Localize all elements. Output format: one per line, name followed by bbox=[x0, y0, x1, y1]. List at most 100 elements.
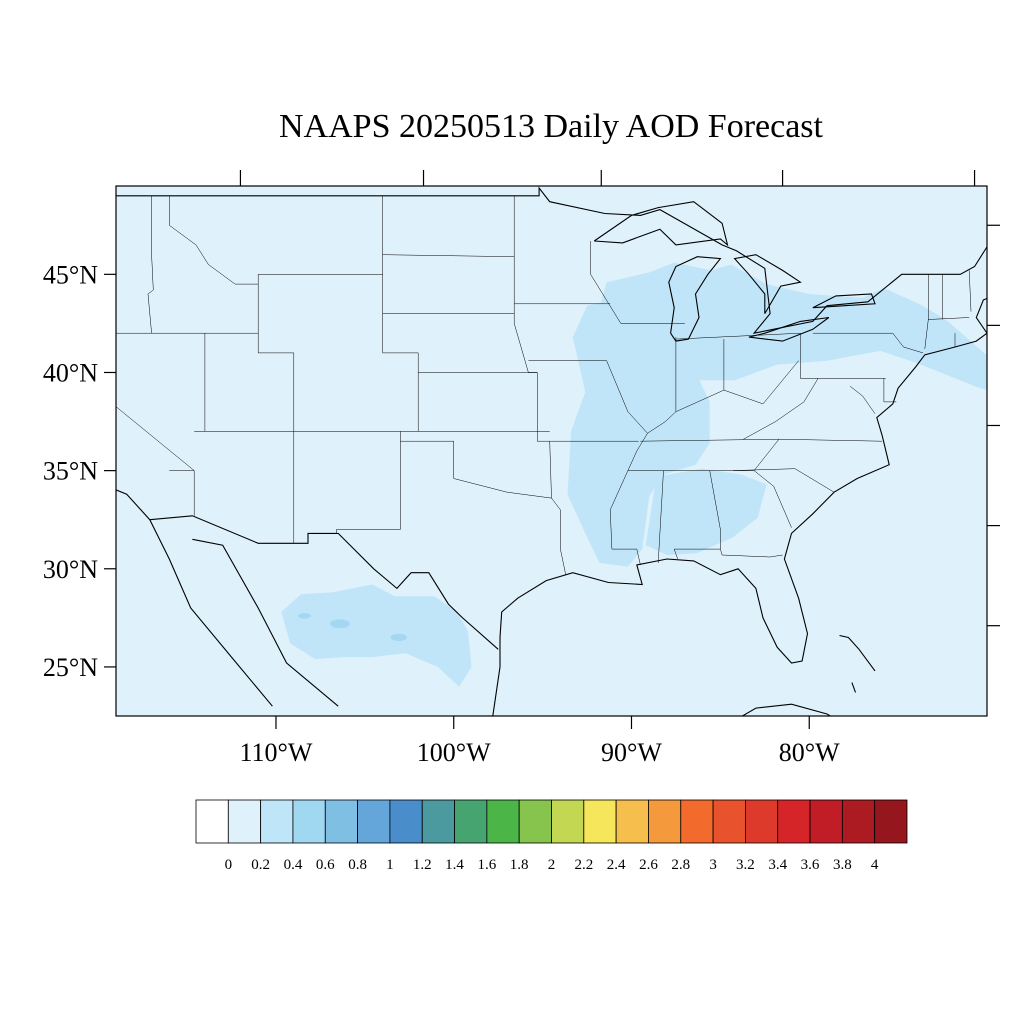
aod-patch-0 bbox=[330, 619, 350, 629]
coastline-segment bbox=[149, 515, 499, 650]
lon-tick-label: 80°W bbox=[779, 738, 840, 767]
map-background bbox=[116, 186, 987, 716]
colorbar-label: 2.4 bbox=[607, 857, 626, 873]
coastline-segment bbox=[116, 489, 273, 707]
state-border bbox=[849, 386, 876, 414]
colorbar-label: 0.6 bbox=[316, 857, 335, 873]
coastline-segment bbox=[839, 634, 876, 672]
colorbar-cell bbox=[324, 799, 358, 844]
coastline-segment bbox=[492, 297, 987, 716]
colorbar-cell bbox=[454, 799, 488, 844]
colorbar-cell bbox=[421, 799, 455, 844]
colorbar-cell bbox=[389, 799, 423, 844]
state-border bbox=[147, 195, 154, 334]
colorbar-label: 4 bbox=[871, 857, 879, 873]
state-border bbox=[968, 270, 972, 312]
lon-tick-label: 90°W bbox=[601, 738, 662, 767]
lat-tick-label: 30°N bbox=[43, 555, 98, 584]
state-border bbox=[257, 274, 295, 544]
state-border bbox=[753, 470, 792, 528]
colorbar-cell bbox=[874, 799, 908, 844]
colorbar-label: 3 bbox=[709, 857, 717, 873]
colorbar-cell bbox=[648, 799, 682, 844]
aod-region-southeast bbox=[645, 468, 767, 555]
state-border bbox=[732, 468, 835, 493]
state-border bbox=[453, 441, 552, 499]
state-border bbox=[928, 317, 970, 320]
state-border bbox=[116, 406, 195, 471]
coastline-segment bbox=[851, 682, 857, 693]
colorbar-label: 2.8 bbox=[671, 857, 690, 873]
coastline-segment bbox=[116, 186, 987, 335]
state-border bbox=[627, 438, 883, 471]
state-border bbox=[800, 333, 886, 379]
state-border bbox=[169, 470, 195, 516]
state-border bbox=[382, 254, 515, 257]
coastline-segment bbox=[668, 256, 722, 342]
colorbar-label: 3.6 bbox=[801, 857, 820, 873]
colorbar: 0 0.2 0.4 0.6 0.8 1 1.2 1.4 1.6 1.8 2 2.2 2.4 2.6 2.8 3… bbox=[195, 799, 908, 873]
map-content bbox=[116, 186, 987, 716]
colorbar-cell bbox=[615, 799, 649, 844]
colorbar-label: 1.2 bbox=[413, 857, 432, 873]
coastline-segment bbox=[812, 293, 876, 309]
coastline-segment bbox=[192, 538, 339, 707]
colorbar-cell bbox=[745, 799, 779, 844]
state-border bbox=[720, 549, 783, 558]
coastline-segment bbox=[741, 703, 832, 716]
colorbar-cell bbox=[583, 799, 617, 844]
colorbar-cell bbox=[227, 799, 262, 844]
colorbar-label: 3.2 bbox=[736, 857, 755, 873]
state-border bbox=[590, 241, 685, 324]
map-title: NAAPS 20250513 Daily AOD Forecast bbox=[279, 108, 823, 145]
colorbar-label: 0 bbox=[225, 857, 233, 873]
colorbar-cell bbox=[809, 799, 843, 844]
colorbar-label: 1 bbox=[386, 857, 394, 873]
colorbar-label: 1.8 bbox=[510, 857, 529, 873]
state-border bbox=[675, 332, 801, 340]
aod-patch-2 bbox=[298, 613, 311, 619]
colorbar-label: 1.4 bbox=[445, 857, 464, 873]
map-frame bbox=[115, 185, 988, 717]
colorbar-label: 1.6 bbox=[477, 857, 496, 873]
colorbar-cell bbox=[841, 799, 876, 844]
colorbar-label: 0.4 bbox=[284, 857, 303, 873]
colorbar-label: 2 bbox=[548, 857, 556, 873]
lat-tick-label: 35°N bbox=[43, 457, 98, 486]
aod-region-northern-mexico bbox=[281, 584, 472, 687]
lon-tick-label: 100°W bbox=[417, 738, 491, 767]
state-border bbox=[647, 360, 799, 434]
colorbar-cell bbox=[260, 799, 294, 844]
state-border bbox=[169, 195, 259, 285]
colorbar-cell bbox=[777, 799, 811, 844]
state-border bbox=[640, 438, 780, 442]
colorbar-cell bbox=[357, 799, 391, 844]
colorbar-cell bbox=[680, 799, 714, 844]
colorbar-cell bbox=[195, 799, 229, 844]
state-border bbox=[743, 378, 819, 440]
coastline-segment bbox=[593, 201, 729, 247]
colorbar-label: 0.2 bbox=[251, 857, 270, 873]
coastline-segment bbox=[733, 254, 802, 314]
colorbar-label: 3.8 bbox=[833, 857, 852, 873]
state-border bbox=[657, 470, 664, 563]
colorbar-label: 2.2 bbox=[574, 857, 593, 873]
lat-tick-label: 25°N bbox=[43, 653, 98, 682]
aod-patch-1 bbox=[390, 633, 407, 642]
state-border bbox=[513, 195, 566, 575]
state-border bbox=[812, 332, 924, 354]
aod-region-great-lakes-northeast bbox=[595, 262, 987, 390]
colorbar-label: 3.4 bbox=[768, 857, 787, 873]
state-border bbox=[336, 431, 401, 530]
colorbar-cell bbox=[486, 799, 520, 844]
lat-tick-label: 45°N bbox=[43, 260, 98, 289]
state-border bbox=[883, 378, 897, 403]
lat-tick-label: 40°N bbox=[43, 358, 98, 387]
colorbar-cell bbox=[551, 799, 585, 844]
colorbar-cell bbox=[518, 799, 552, 844]
colorbar-cell bbox=[292, 799, 326, 844]
colorbar-label: 0.8 bbox=[348, 857, 367, 873]
state-border bbox=[382, 195, 419, 432]
colorbar-cell bbox=[712, 799, 746, 844]
